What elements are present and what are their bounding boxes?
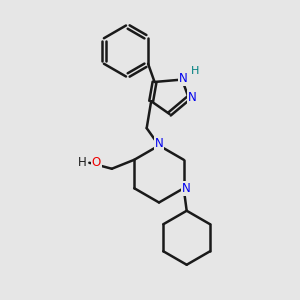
Text: H: H (78, 156, 87, 169)
Text: H: H (190, 66, 199, 76)
Text: N: N (179, 72, 188, 85)
Text: N: N (182, 182, 191, 195)
Text: O: O (92, 156, 101, 169)
Text: N: N (188, 92, 197, 104)
Text: N: N (154, 136, 164, 150)
